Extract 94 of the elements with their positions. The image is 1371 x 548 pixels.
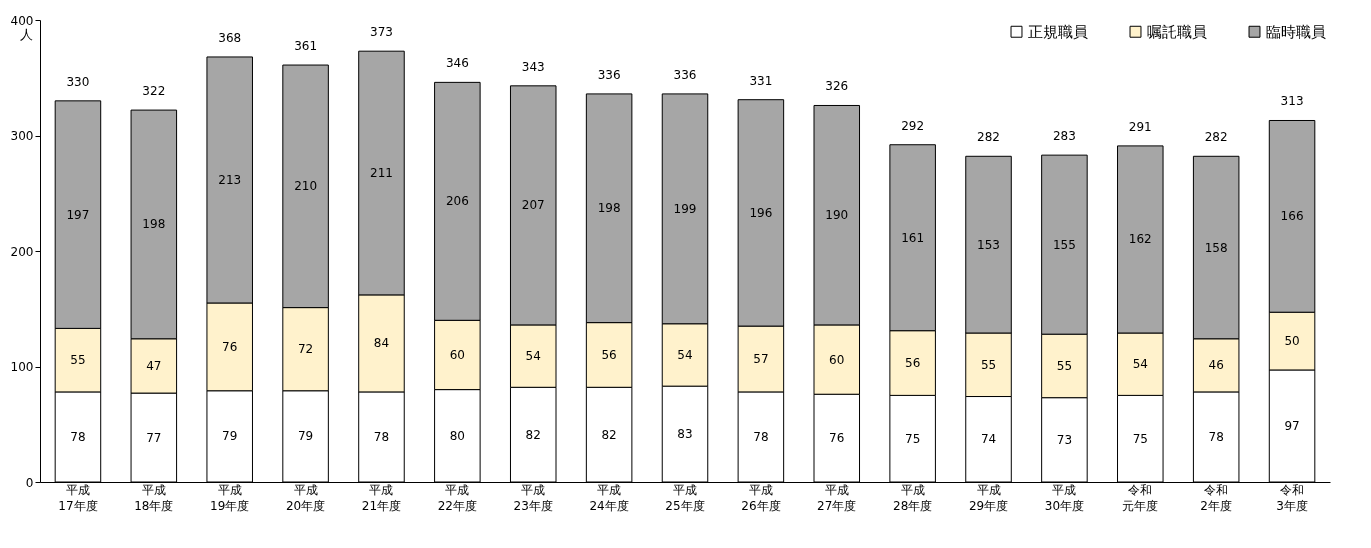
x-tick-label: 平成25年度 <box>665 482 705 513</box>
data-label: 60 <box>449 347 465 362</box>
x-tick-label: 平成30年度 <box>1044 482 1085 513</box>
data-label: 57 <box>753 351 769 366</box>
data-label: 166 <box>1280 209 1304 224</box>
data-label: 56 <box>601 347 617 362</box>
x-tick-label: 平成21年度 <box>361 482 402 513</box>
data-label: 54 <box>525 349 541 364</box>
legend-label: 嘱託職員 <box>1147 22 1207 41</box>
data-label: 77 <box>146 430 162 445</box>
y-axis-title: 人 <box>19 26 33 42</box>
x-tick-label: 平成24年度 <box>589 482 629 513</box>
total-label: 282 <box>1204 130 1228 145</box>
x-tick-label: 平成29年度 <box>968 482 1009 513</box>
legend-label: 正規職員 <box>1028 22 1088 41</box>
data-label: 47 <box>146 358 162 373</box>
data-label: 199 <box>673 201 697 216</box>
data-label: 75 <box>905 431 921 446</box>
data-label: 78 <box>1208 429 1224 444</box>
y-tick-label: 100 <box>10 360 34 374</box>
total-label: 343 <box>521 59 545 74</box>
legend-label: 臨時職員 <box>1266 22 1326 41</box>
data-label: 76 <box>222 339 238 354</box>
data-label: 82 <box>525 427 541 442</box>
total-label: 361 <box>294 39 318 54</box>
data-label: 54 <box>677 347 693 362</box>
x-tick-label: 平成22年度 <box>437 482 477 513</box>
total-label: 373 <box>370 25 393 40</box>
data-label: 84 <box>373 336 390 351</box>
data-label: 161 <box>901 230 925 245</box>
y-tick-label: 300 <box>10 129 34 143</box>
total-label: 331 <box>749 73 773 88</box>
total-label: 330 <box>66 74 90 89</box>
data-label: 97 <box>1284 418 1300 433</box>
data-label: 196 <box>749 205 773 220</box>
total-label: 291 <box>1128 119 1152 134</box>
data-label: 56 <box>905 356 921 371</box>
data-label: 198 <box>142 217 166 232</box>
data-label: 55 <box>1056 358 1073 373</box>
data-label: 54 <box>1132 357 1148 372</box>
total-label: 326 <box>825 79 849 94</box>
data-label: 78 <box>70 429 86 444</box>
data-label: 76 <box>829 431 845 446</box>
data-label: 82 <box>601 427 617 442</box>
x-tick-label: 令和2年度 <box>1200 482 1232 513</box>
x-tick-label: 平成18年度 <box>134 482 174 513</box>
data-label: 79 <box>222 429 238 444</box>
y-tick-label: 0 <box>25 475 34 490</box>
data-label: 72 <box>297 342 314 357</box>
total-label: 322 <box>142 84 166 99</box>
data-label: 83 <box>677 427 693 442</box>
total-label: 292 <box>901 118 925 133</box>
y-tick-label: 200 <box>10 244 34 259</box>
data-label: 80 <box>449 428 465 443</box>
data-label: 162 <box>1128 232 1152 247</box>
x-tick-label: 平成28年度 <box>893 482 933 513</box>
data-label: 198 <box>597 201 621 216</box>
data-label: 211 <box>370 166 393 181</box>
data-label: 206 <box>445 194 469 209</box>
data-label: 55 <box>980 357 997 372</box>
data-label: 153 <box>977 237 1000 252</box>
x-tick-label: 平成23年度 <box>513 482 553 513</box>
total-label: 346 <box>445 56 469 71</box>
data-label: 210 <box>294 179 318 194</box>
x-tick-label: 令和3年度 <box>1276 482 1308 513</box>
data-label: 78 <box>753 429 769 444</box>
data-label: 158 <box>1204 240 1228 255</box>
data-label: 60 <box>829 352 845 367</box>
data-label: 155 <box>1052 237 1076 252</box>
x-tick-label: 平成26年度 <box>741 482 781 513</box>
x-tick-label: 令和元年度 <box>1122 482 1159 513</box>
x-tick-label: 平成17年度 <box>58 482 98 513</box>
data-label: 190 <box>825 208 849 223</box>
total-label: 283 <box>1052 129 1076 144</box>
data-label: 73 <box>1056 432 1073 447</box>
data-label: 74 <box>980 432 997 447</box>
data-label: 55 <box>70 353 86 368</box>
x-tick-label: 平成27年度 <box>817 482 857 513</box>
total-label: 368 <box>218 30 242 45</box>
total-label: 313 <box>1280 94 1304 109</box>
x-tick-label: 平成19年度 <box>210 482 250 513</box>
x-tick-label: 平成20年度 <box>285 482 326 513</box>
data-label: 50 <box>1284 334 1300 349</box>
data-label: 207 <box>521 198 545 213</box>
total-label: 336 <box>673 67 697 82</box>
data-label: 78 <box>373 429 390 444</box>
data-label: 75 <box>1132 431 1148 446</box>
data-label: 213 <box>218 172 242 187</box>
total-label: 336 <box>597 67 621 82</box>
data-label: 197 <box>66 207 90 222</box>
total-label: 282 <box>977 130 1000 145</box>
y-tick-label: 400 <box>10 13 34 28</box>
data-label: 46 <box>1208 358 1224 373</box>
data-label: 79 <box>297 429 314 444</box>
